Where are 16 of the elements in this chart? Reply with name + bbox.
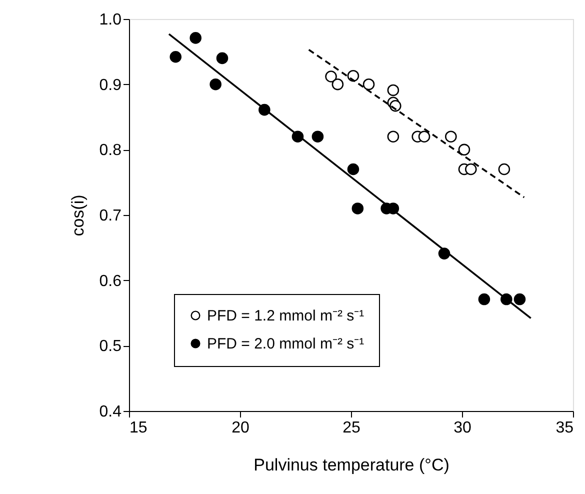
legend-label: PFD = 1.2 mmol m⁻² s⁻¹ xyxy=(207,308,364,324)
legend-label: PFD = 2.0 mmol m⁻² s⁻¹ xyxy=(207,336,364,352)
y-tick-label: 0.9 xyxy=(99,76,122,94)
x-tick-label: 35 xyxy=(556,420,574,436)
x-tick-label: 30 xyxy=(454,420,472,436)
y-axis-title: cos(i) xyxy=(68,194,88,236)
x-tick-label: 25 xyxy=(342,420,360,436)
x-tick-label: 15 xyxy=(130,420,148,436)
y-tick-label: 0.8 xyxy=(99,142,122,160)
y-tick-label: 0.7 xyxy=(99,208,122,224)
y-tick-label: 0.5 xyxy=(99,338,122,356)
y-tick-label: 0.6 xyxy=(99,272,122,290)
y-tick-label: 1.0 xyxy=(99,12,122,28)
x-axis-title: Pulvinus temperature (°C) xyxy=(254,456,450,474)
x-tick-label: 20 xyxy=(232,420,250,436)
y-tick-label: 0.4 xyxy=(99,404,122,420)
